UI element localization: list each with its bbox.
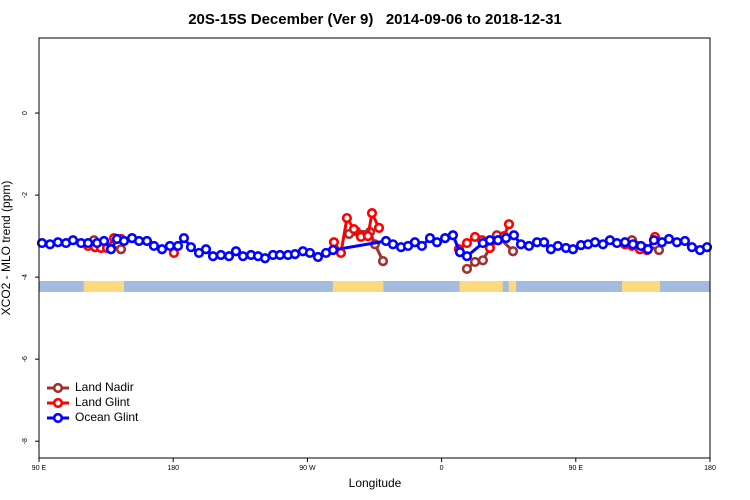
point [642,244,654,255]
y-axis-label: XCO2 - MLO trend (ppm) [0,181,13,316]
point [327,244,339,256]
point [424,233,436,244]
point [223,251,235,262]
point [52,237,64,248]
point [237,251,249,262]
point [447,230,459,241]
legend-label: Land Glint [75,395,130,409]
point [597,239,609,250]
point [172,240,184,252]
point [148,240,160,252]
x-tick-label: 90 W [299,465,316,472]
point [348,224,360,235]
point [567,244,579,255]
point [115,244,127,255]
point [274,249,286,261]
point [67,235,79,246]
point [686,242,698,253]
point [492,235,504,246]
point [118,235,130,247]
point [259,253,271,264]
point [439,233,451,244]
x-tick-label: 180 [167,465,179,472]
legend-marker [52,382,64,394]
point [461,263,473,275]
point [416,240,428,252]
land-band [508,281,517,292]
point [500,233,512,244]
x-tick-label: 90 E [32,465,47,472]
legend-marker [52,412,64,424]
point [312,251,324,263]
point [164,240,176,252]
point [362,231,374,242]
point [230,246,242,257]
point [341,212,353,224]
point [552,240,564,252]
point [98,235,110,247]
y-tick-label: -2 [22,192,29,198]
point [133,235,145,247]
point [671,237,682,248]
point [619,237,631,248]
point [82,237,94,249]
point [215,249,227,261]
legend-label: Ocean Glint [75,410,139,424]
point [507,246,519,257]
point [663,233,675,245]
point [461,251,473,262]
y-tick-label: -6 [22,356,29,362]
point [200,244,212,255]
x-axis-label: Longitude [349,476,402,490]
point [105,244,117,255]
point [168,247,180,259]
point [304,247,316,259]
legend-label: Land Nadir [75,380,134,394]
point [431,237,443,248]
legend-marker [52,397,64,409]
point [461,237,473,249]
point [538,237,550,248]
point [477,255,489,266]
y-tick-label: -8 [22,438,29,444]
point [589,237,601,248]
point [373,222,385,234]
plot-frame [38,37,711,459]
x-tick-label: 90 E [569,465,584,472]
point [503,219,515,230]
y-tick-label: 0 [22,111,29,115]
point [508,230,520,241]
point [454,247,466,258]
land-band [459,281,503,292]
point [377,256,389,267]
point [366,208,378,219]
point [611,237,623,249]
land-band [83,281,124,292]
point [141,235,153,247]
chart-title: 20S-15S December (Ver 9) 2014-09-06 to 2… [188,11,562,28]
land-band [332,281,384,292]
point [679,235,691,247]
point [523,240,535,252]
land-band [622,281,661,292]
point [484,235,496,246]
y-tick-label: -4 [22,274,29,280]
point [515,239,527,250]
point [648,235,660,246]
x-tick-label: 0 [440,465,444,472]
point [289,249,301,260]
point [387,239,399,250]
x-tick-label: 180 [704,465,716,472]
point [207,251,219,262]
point [44,239,56,250]
point [627,239,639,250]
point [328,237,340,248]
point [156,244,168,255]
point [469,256,481,268]
point [178,233,190,244]
point [653,244,665,256]
point [185,242,197,253]
point [701,242,713,253]
